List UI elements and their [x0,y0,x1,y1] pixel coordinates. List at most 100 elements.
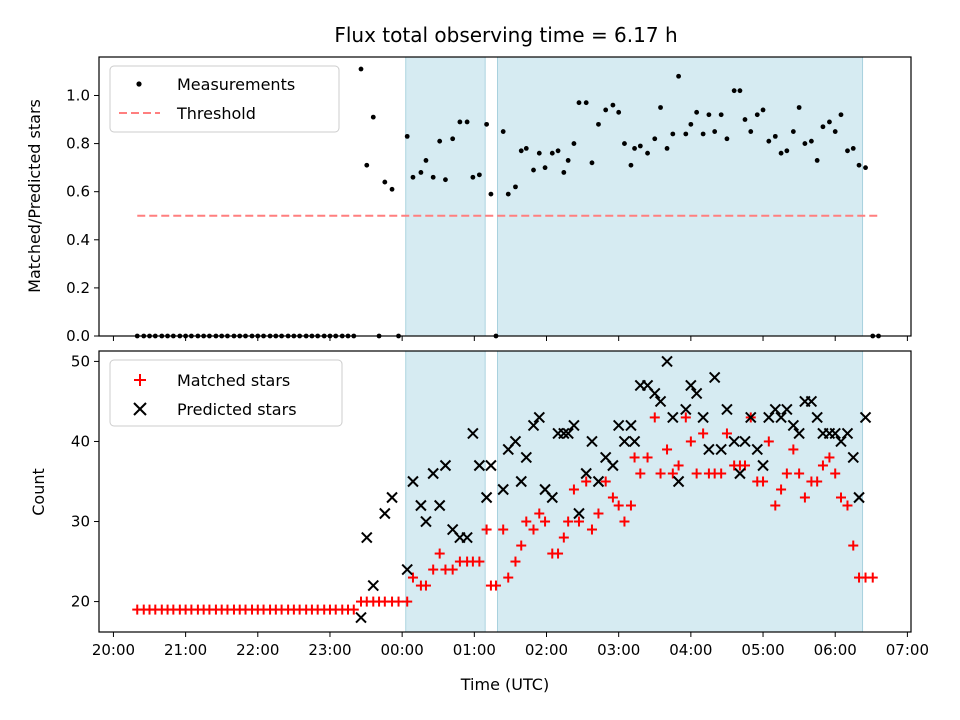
top-measurements-point [820,124,826,130]
bottom-predicted-stars-point [769,403,782,416]
top-measurements-point [814,158,820,163]
bottom-predicted-stars-point [467,427,479,440]
bottom-matched-stars-point [680,412,691,423]
bottom-predicted-stars-point-d2 [573,507,585,520]
bottom-predicted-stars-point [612,419,625,432]
bottom-predicted-stars-point-d2 [568,419,580,432]
bottom-predicted-stars-point-d2 [533,411,545,424]
bottom-predicted-stars-point [625,419,637,432]
top-measurements-point [856,162,862,168]
bottom-matched-stars-point [581,476,592,487]
top-measurements-point [500,129,506,134]
bottom-matched-stars-point [348,604,359,615]
bottom-matched-stars-point [629,452,640,463]
top-y-tick-label: 0.6 [66,183,90,201]
bottom-predicted-stars-point [690,387,703,400]
bottom-predicted-stars-point [793,427,805,440]
top-panel: 0.0 0.2 0.4 0.6 0.8 1.0 Matched/Predicted sta… [25,56,912,345]
bottom-matched-stars-point [540,516,551,527]
bottom-predicted-stars-point-d2 [751,443,763,456]
bottom-predicted-stars-point [763,411,775,424]
bottom-predicted-stars-point [439,459,452,472]
bottom-matched-stars-point [824,452,835,463]
top-measurements-point [731,88,737,94]
bottom-predicted-stars-point-d2 [649,387,661,400]
bottom-predicted-stars-point [835,435,847,448]
bottom-predicted-stars-point [607,459,619,472]
bottom-predicted-stars-point-d2 [641,379,654,392]
bottom-predicted-stars-point [661,355,673,368]
bottom-axes-frame [98,350,912,633]
top-measurements-point [565,158,571,163]
figure-title: Flux total observing time = 6.17 h [334,23,677,47]
bottom-predicted-stars-point-d2 [580,467,592,480]
top-measurements-point [437,138,443,144]
bottom-matched-stars-point [407,572,418,583]
bottom-matched-stars-point [521,516,532,527]
top-measurements-point [610,102,616,108]
bottom-predicted-stars-point-d2 [427,467,439,480]
bottom-predicted-stars-point-d2 [853,491,865,504]
top-measurements-point [603,107,609,113]
top-y-axis-label: Matched/Predicted stars [25,99,44,293]
bottom-predicted-stars-point-d2 [847,451,859,464]
bottom-matched-stars-point [619,516,630,527]
bottom-predicted-stars-point-d2 [592,475,605,488]
bottom-predicted-stars-point [533,411,545,424]
top-measurements-point [652,136,658,142]
bottom-x-ticks: 20:00 21:00 22:00 23:00 00:00 01:00 02:00 03:00… [92,632,929,659]
x-tick-label: 07:00 [886,641,929,659]
top-y-tick-label: 0.2 [66,279,90,297]
bottom-matched-stars-point [799,492,810,503]
x-tick-label: 20:00 [92,641,135,659]
bottom-predicted-stars-point-d2 [527,419,540,432]
bottom-predicted-stars-point-d2 [734,467,746,480]
bottom-matched-stars-point [498,524,509,535]
top-measurements-point [845,148,850,154]
top-measurements-point [622,141,627,146]
bottom-matched-stars-point [593,508,604,519]
bottom-predicted-stars-point [685,379,697,392]
bottom-y-tick-label: 20 [71,593,90,611]
bottom-matched-stars-point [758,476,769,487]
top-measurements-point [808,138,814,144]
top-shaded-span-1 [497,56,864,337]
bottom-matched-stars-point [655,468,666,479]
bottom-predicted-stars-point [654,395,667,408]
bottom-predicted-stars-point [708,371,721,384]
bottom-predicted-stars-point-d2 [618,435,631,448]
bottom-predicted-stars-point-d2 [401,563,413,576]
bottom-predicted-stars-point-d2 [697,411,709,424]
bottom-predicted-stars-point-d2 [420,515,432,528]
bottom-predicted-stars-point-d2 [467,427,479,440]
bottom-matched-stars-point [503,572,514,583]
bottom-predicted-stars-point [355,611,367,624]
bottom-matched-stars-point [586,524,597,535]
bottom-matched-stars-point [474,556,485,567]
top-measurements-point [632,145,637,151]
bottom-predicted-stars-point [568,419,580,432]
bottom-predicted-stars-point-d2 [805,395,818,408]
bottom-matched-stars-point [516,540,527,551]
bottom-matched-stars-point [848,540,859,551]
bottom-predicted-stars-point [420,515,432,528]
bottom-matched-stars-point [558,532,569,543]
bottom-matched-stars-point [667,468,678,479]
bottom-predicted-stars-point [386,491,398,504]
bottom-predicted-stars-point-d2 [781,403,793,416]
bottom-predicted-stars-point-d2 [661,355,673,368]
top-measurements-point [382,179,388,185]
bottom-shaded-span-1 [497,350,864,633]
bottom-predicted-stars-point [667,411,679,424]
bottom-predicted-stars-point [805,395,818,408]
bottom-predicted-stars-point [672,475,685,488]
bottom-y-axis-label: Count [29,468,48,516]
top-measurements-point [358,66,364,72]
bottom-predicted-stars-point [628,435,641,448]
bottom-predicted-stars-point-d2 [612,419,625,432]
bottom-predicted-stars-point-d2 [562,427,574,440]
top-x-ticks [112,336,908,341]
x-tick-label: 00:00 [381,641,424,659]
bottom-predicted-stars-point [734,467,746,480]
bottom-predicted-stars-point-d2 [461,531,473,544]
